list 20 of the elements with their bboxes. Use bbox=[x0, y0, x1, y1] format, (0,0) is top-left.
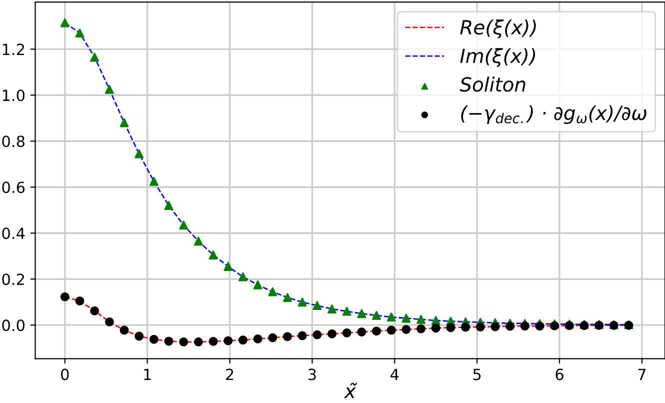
x-tick-label: 1 bbox=[144, 368, 151, 380]
legend-label: Re(ξ(x)) bbox=[460, 20, 536, 38]
x-tick-label: 0 bbox=[61, 368, 69, 380]
y-tick-label: 0.0 bbox=[2, 320, 25, 332]
x-tick-label: 7 bbox=[638, 368, 646, 380]
x-tick-label: 3 bbox=[308, 368, 316, 380]
x-tick-label: 5 bbox=[473, 368, 481, 380]
x-tick-label: 6 bbox=[556, 368, 564, 380]
x-axis-title: x̃ bbox=[344, 382, 358, 398]
y-tick-label: 1.2 bbox=[2, 44, 24, 55]
legend-label: Soliton bbox=[460, 76, 526, 92]
y-tick-label: 0.4 bbox=[2, 228, 25, 240]
x-tick-label: 2 bbox=[226, 368, 234, 380]
y-tick-label: 1.0 bbox=[2, 90, 25, 102]
legend-label: Im(ξ(x)) bbox=[460, 48, 536, 67]
y-tick-label: 0.6 bbox=[2, 182, 25, 194]
y-tick-label: 0.8 bbox=[2, 136, 24, 148]
y-tick-label: 0.2 bbox=[2, 274, 24, 286]
legend-label: (−γ$_{dec.}$) · ∂g$_{ω}$(x)/∂ω bbox=[461, 105, 646, 124]
x-tick-label: 4 bbox=[390, 368, 399, 380]
